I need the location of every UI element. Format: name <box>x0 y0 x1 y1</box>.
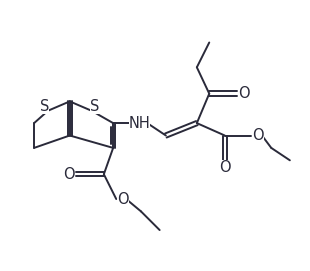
Text: O: O <box>117 192 129 207</box>
Text: O: O <box>63 167 75 182</box>
Text: O: O <box>252 128 264 143</box>
Text: S: S <box>91 99 100 114</box>
Text: O: O <box>219 160 231 175</box>
Text: NH: NH <box>129 116 150 131</box>
Text: S: S <box>40 99 49 114</box>
Text: O: O <box>238 86 250 101</box>
